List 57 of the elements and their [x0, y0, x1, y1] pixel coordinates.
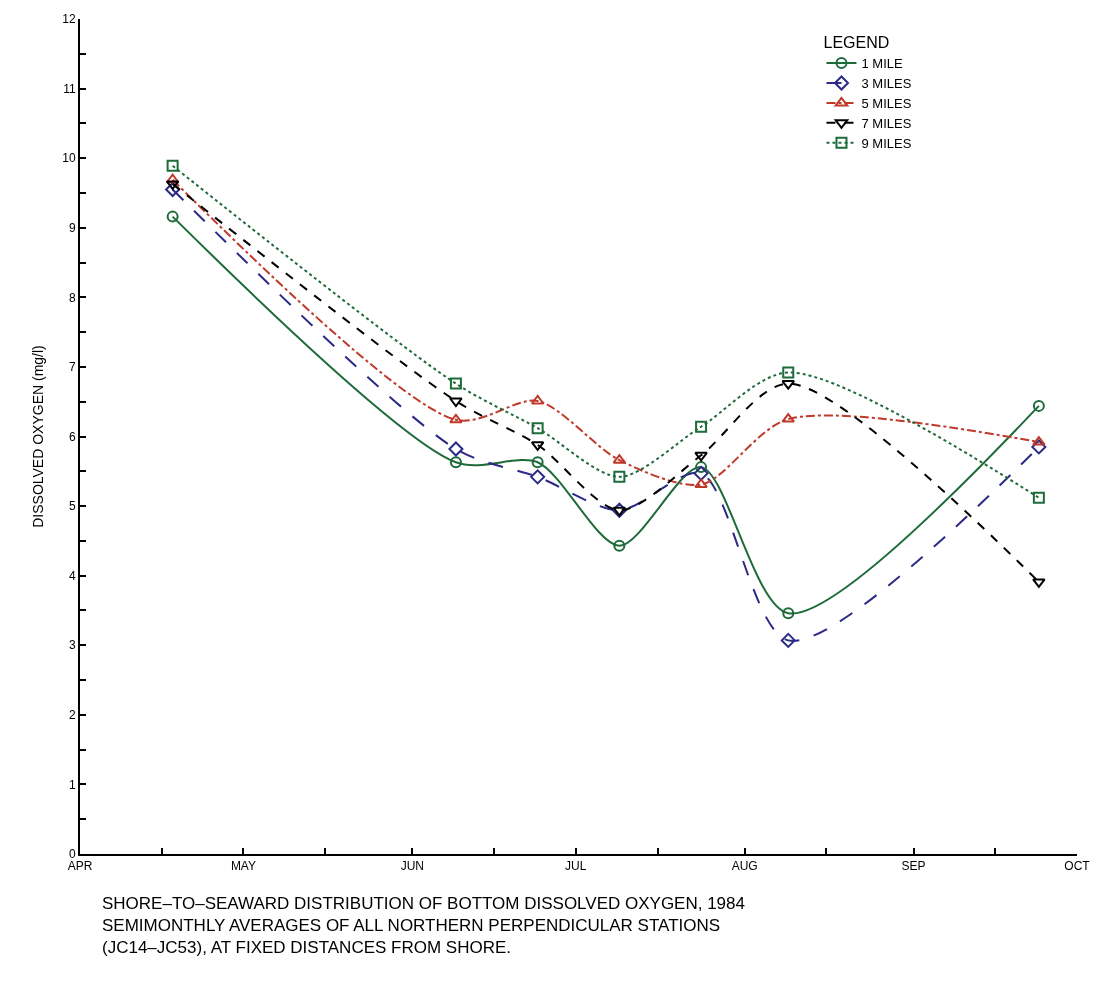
point: [166, 210, 179, 223]
y-tick-label: 10: [62, 151, 76, 166]
x-tick-label: MAY: [230, 859, 256, 874]
point: [611, 502, 627, 518]
point: [1032, 436, 1046, 446]
legend-label: 3 MILES: [861, 76, 912, 92]
point: [694, 451, 708, 462]
x-tick-label: APR: [67, 859, 93, 874]
point: [448, 441, 464, 457]
point: [165, 181, 181, 197]
point: [531, 422, 544, 435]
y-tick-label: 11: [63, 81, 76, 96]
point: [166, 159, 179, 172]
point: [613, 470, 626, 483]
y-tick-label: 12: [62, 12, 76, 27]
y-tick-label: 0: [68, 847, 76, 862]
legend-label: 9 MILES: [861, 135, 912, 151]
y-tick-label: 7: [68, 360, 76, 375]
point: [694, 478, 708, 489]
point: [531, 456, 544, 469]
legend-label: 1 MILE: [861, 56, 903, 72]
legend-label: 7 MILES: [861, 115, 912, 131]
point: [449, 397, 463, 408]
point: [695, 420, 708, 433]
x-tick-label: OCT: [1064, 859, 1091, 874]
point: [1032, 399, 1045, 412]
x-tick-label: JUN: [400, 859, 424, 874]
point: [693, 465, 709, 481]
y-axis-title: DISSOLVED OXYGEN (mg/l): [30, 345, 47, 528]
point: [613, 539, 626, 552]
y-tick-label: 1: [68, 777, 76, 792]
point: [782, 366, 795, 379]
point: [1031, 439, 1047, 455]
y-tick-label: 3: [68, 638, 76, 653]
point: [612, 506, 627, 517]
x-tick-label: JUL: [565, 859, 587, 874]
point: [530, 469, 546, 485]
x-tick-label: AUG: [731, 859, 758, 874]
legend-label: 5 MILES: [861, 95, 912, 111]
point: [782, 607, 795, 620]
point: [449, 456, 462, 469]
text: SHORE–TO–SEAWARD DISTRIBUTION OF BOTTOM DISSOLVED OXYGEN, 1984 SEMIMONTHLY AVERAGES OF ALL NORTHERN PERPENDICULAR STATIONS (JC14–JC53), AT FIXED DISTANCES FROM SHORE.: [102, 894, 745, 958]
point: [780, 632, 796, 648]
y-tick-label: 5: [68, 499, 76, 514]
y-tick-label: 6: [68, 429, 76, 444]
point: [449, 413, 463, 424]
point: [1032, 578, 1046, 588]
y-tick-label: 4: [68, 568, 76, 583]
point: [449, 377, 462, 390]
y-tick-label: 8: [68, 290, 76, 305]
y-tick-label: 9: [68, 220, 76, 235]
y-tick-label: 2: [68, 708, 76, 723]
legend-title: LEGEND: [823, 34, 890, 52]
point: [695, 461, 708, 474]
point: [165, 173, 180, 184]
point: [1032, 491, 1045, 504]
x-tick-label: SEP: [901, 859, 926, 874]
